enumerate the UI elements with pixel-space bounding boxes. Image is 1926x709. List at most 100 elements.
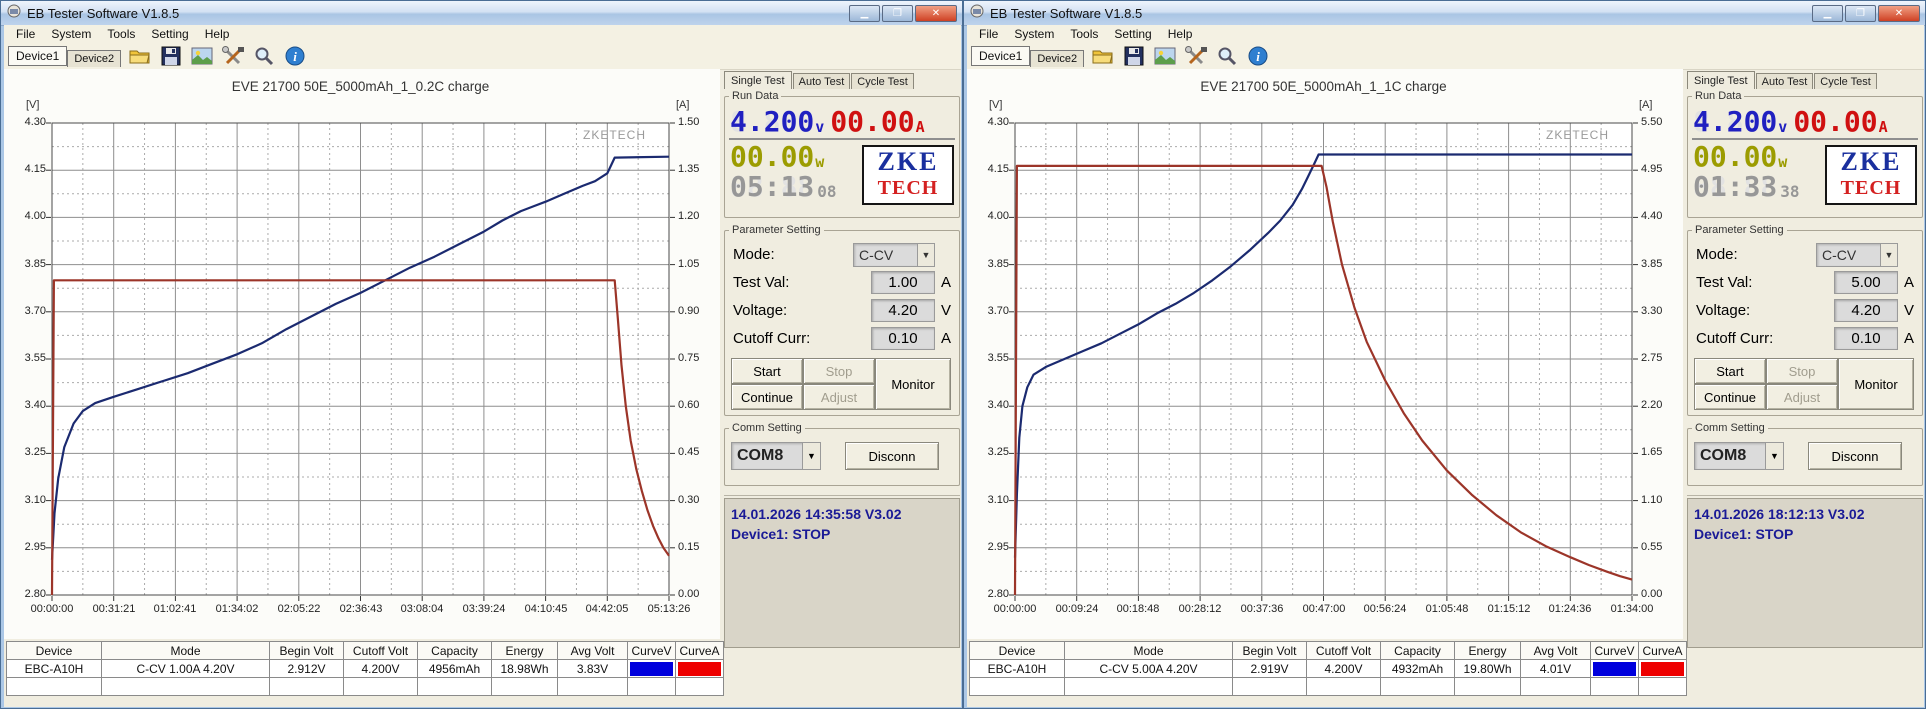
y-axis-right-tick-label: 1.35 <box>678 163 700 176</box>
voltage-display-unit: v <box>1778 118 1788 136</box>
svg-text:i: i <box>293 49 297 64</box>
tab-cycle-test[interactable]: Cycle Test <box>851 73 914 89</box>
monitor-button[interactable]: Monitor <box>875 358 951 410</box>
save-icon[interactable] <box>159 45 183 67</box>
test-val-field[interactable]: 5.00 <box>1834 271 1898 294</box>
y-axis-right-tick-label: 1.65 <box>1641 446 1663 459</box>
app-window-1: EB Tester Software V1.8.5 ▁ ❐ ✕ File Sys… <box>0 0 963 709</box>
chevron-down-icon[interactable]: ▼ <box>1880 243 1897 266</box>
zketech-logo: ZKE TECH <box>862 145 954 205</box>
current-display-unit: A <box>915 118 925 136</box>
mode-select[interactable]: C-CV ▼ <box>853 242 935 267</box>
menu-item-setting[interactable]: Setting <box>151 27 189 41</box>
tools-icon[interactable] <box>221 45 245 67</box>
open-folder-icon[interactable] <box>128 45 152 67</box>
menu-item-setting[interactable]: Setting <box>1114 27 1152 41</box>
titlebar[interactable]: EB Tester Software V1.8.5 ▁ ❐ ✕ <box>1 1 962 26</box>
chart-watermark: ZKETECH <box>583 128 647 142</box>
chevron-down-icon[interactable]: ▼ <box>917 243 934 266</box>
y-axis-tick-label: 3.70 <box>24 304 46 317</box>
table-header-row: Device Mode Begin Volt Cutoff Volt Capacity E… <box>970 642 1687 660</box>
minimize-button[interactable]: ▁ <box>849 4 880 22</box>
toolbar: Device1 Device2 i <box>967 43 1924 70</box>
tab-cycle-test[interactable]: Cycle Test <box>1814 73 1877 89</box>
menu-item-help[interactable]: Help <box>204 27 230 41</box>
menu-item-system[interactable]: System <box>1014 27 1055 41</box>
y-axis-tick-label: 3.70 <box>987 304 1009 317</box>
adjust-button[interactable]: Adjust <box>1766 384 1838 410</box>
x-axis-tick-label: 01:05:48 <box>1425 603 1469 615</box>
image-icon[interactable] <box>190 45 214 67</box>
tools-icon[interactable] <box>1184 45 1208 67</box>
status-line-device: Device1: STOP <box>1694 526 1794 542</box>
maximize-button[interactable]: ❐ <box>1845 4 1876 22</box>
tab-single-test[interactable]: Single Test <box>1687 71 1755 89</box>
results-table: Device Mode Begin Volt Cutoff Volt Capacity E… <box>969 641 1687 696</box>
zoom-icon[interactable] <box>1215 45 1239 67</box>
menu-item-help[interactable]: Help <box>1167 27 1193 41</box>
voltage-field[interactable]: 4.20 <box>1834 299 1898 322</box>
table-cell: 18.98Wh <box>492 660 558 678</box>
current-display-unit: A <box>1878 118 1888 136</box>
tab-device2[interactable]: Device2 <box>1030 49 1085 67</box>
y-axis-right-tick-label: 0.00 <box>1641 588 1663 600</box>
tab-device2[interactable]: Device2 <box>67 49 122 67</box>
table-cell: EBC-A10H <box>970 660 1065 678</box>
y-axis-right-tick-label: 0.30 <box>678 493 700 506</box>
image-icon[interactable] <box>1153 45 1177 67</box>
curve-v-swatch <box>630 662 673 676</box>
tab-device1[interactable]: Device1 <box>8 46 68 66</box>
disconnect-button[interactable]: Disconn <box>845 442 939 470</box>
chart-area: EVE 21700 50E_5000mAh_1_1C charge [V] [A… <box>967 69 1683 639</box>
close-button[interactable]: ✕ <box>1878 4 1920 22</box>
save-icon[interactable] <box>1122 45 1146 67</box>
titlebar[interactable]: EB Tester Software V1.8.5 ▁ ❐ ✕ <box>964 1 1925 26</box>
menu-item-file[interactable]: File <box>16 27 36 41</box>
tab-single-test[interactable]: Single Test <box>724 71 792 89</box>
mode-select[interactable]: C-CV ▼ <box>1816 242 1898 267</box>
start-button[interactable]: Start <box>731 358 803 384</box>
table-cell <box>676 678 724 696</box>
cutoff-curr-field[interactable]: 0.10 <box>871 327 935 350</box>
y-axis-tick-label: 4.30 <box>24 116 46 128</box>
y-axis-tick-label: 3.85 <box>24 257 46 270</box>
stop-button[interactable]: Stop <box>1766 358 1838 384</box>
info-icon[interactable]: i <box>1246 45 1270 67</box>
disconnect-button[interactable]: Disconn <box>1808 442 1902 470</box>
tab-device1[interactable]: Device1 <box>971 46 1031 66</box>
continue-button[interactable]: Continue <box>731 384 803 410</box>
chevron-down-icon[interactable]: ▼ <box>802 443 820 469</box>
continue-button[interactable]: Continue <box>1694 384 1766 410</box>
x-axis-tick-label: 02:36:43 <box>339 603 383 615</box>
table-cell <box>1591 660 1639 678</box>
stop-button[interactable]: Stop <box>803 358 875 384</box>
zketech-logo: ZKE TECH <box>1825 145 1917 205</box>
com-port-select[interactable]: COM8 ▼ <box>731 442 821 470</box>
menu-item-system[interactable]: System <box>51 27 92 41</box>
x-axis-tick-label: 04:42:05 <box>585 603 629 615</box>
chart-title: EVE 21700 50E_5000mAh_1_1C charge <box>1200 79 1447 94</box>
tab-auto-test[interactable]: Auto Test <box>792 73 851 89</box>
monitor-button[interactable]: Monitor <box>1838 358 1914 410</box>
chevron-down-icon[interactable]: ▼ <box>1765 443 1783 469</box>
start-button[interactable]: Start <box>1694 358 1766 384</box>
cutoff-curr-field[interactable]: 0.10 <box>1834 327 1898 350</box>
test-val-field[interactable]: 1.00 <box>871 271 935 294</box>
x-axis-tick-label: 01:15:12 <box>1487 603 1531 615</box>
info-icon[interactable]: i <box>283 45 307 67</box>
com-port-select[interactable]: COM8 ▼ <box>1694 442 1784 470</box>
zoom-icon[interactable] <box>252 45 276 67</box>
tab-auto-test[interactable]: Auto Test <box>1755 73 1814 89</box>
close-button[interactable]: ✕ <box>915 4 957 22</box>
table-header-cell: Device <box>7 642 102 660</box>
minimize-button[interactable]: ▁ <box>1812 4 1843 22</box>
adjust-button[interactable]: Adjust <box>803 384 875 410</box>
open-folder-icon[interactable] <box>1091 45 1115 67</box>
voltage-field[interactable]: 4.20 <box>871 299 935 322</box>
x-axis-tick-label: 00:56:24 <box>1363 603 1407 615</box>
menu-item-tools[interactable]: Tools <box>1070 27 1099 41</box>
menu-item-tools[interactable]: Tools <box>107 27 136 41</box>
menu-item-file[interactable]: File <box>979 27 999 41</box>
parameter-setting-group: Parameter Setting Mode: C-CV ▼ Test Val: … <box>724 224 960 416</box>
maximize-button[interactable]: ❐ <box>882 4 913 22</box>
